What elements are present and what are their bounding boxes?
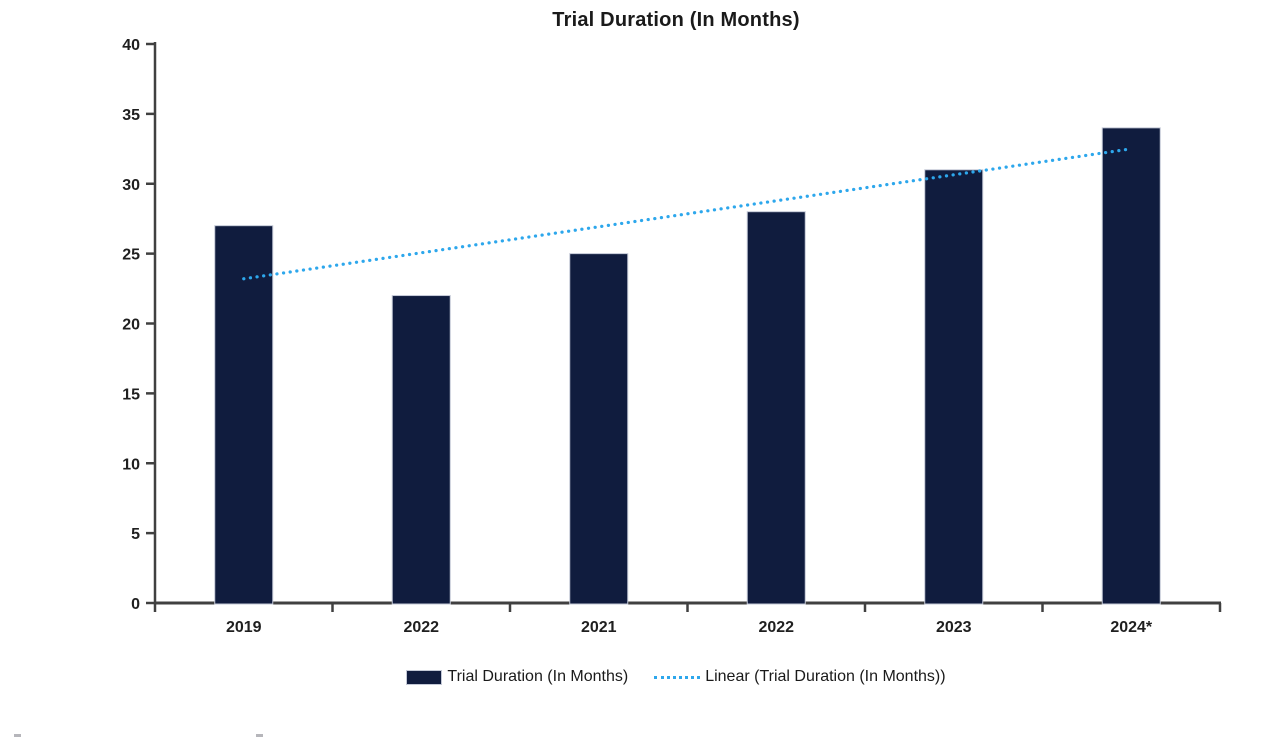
x-tick-label: 2024* <box>1110 619 1153 636</box>
bar <box>924 169 984 605</box>
x-tick-label: 2022 <box>403 619 439 636</box>
y-tick-label: 30 <box>122 177 140 194</box>
y-tick-label: 10 <box>122 456 140 473</box>
cropped-text-artifact <box>256 734 263 737</box>
x-tick-label: 2021 <box>581 619 617 636</box>
legend-label-bar-series: Trial Duration (In Months) <box>447 668 629 685</box>
bar <box>569 253 629 605</box>
cropped-text-artifact <box>14 734 21 737</box>
y-tick-label: 35 <box>122 107 140 124</box>
bar <box>746 211 806 605</box>
y-tick-label: 25 <box>122 247 140 264</box>
title-row: Trial Duration (In Months) <box>76 0 1276 32</box>
legend-item-bar-series: Trial Duration (In Months) <box>406 668 628 686</box>
y-tick-label: 5 <box>131 526 140 543</box>
x-tick-label: 2019 <box>226 619 262 636</box>
trendline <box>242 147 1133 281</box>
chart-legend: Trial Duration (In Months) Linear (Trial… <box>76 668 1276 686</box>
chart-title: Trial Duration (In Months) <box>552 9 800 31</box>
bar <box>391 295 451 605</box>
y-tick-label: 20 <box>122 317 140 334</box>
x-tick-label: 2023 <box>936 619 972 636</box>
y-tick-label: 40 <box>122 37 140 54</box>
legend-label-trendline: Linear (Trial Duration (In Months)) <box>705 668 946 685</box>
x-tick-label: 2022 <box>758 619 794 636</box>
bar-series-swatch-icon <box>406 669 443 685</box>
y-tick-label: 15 <box>122 386 140 403</box>
legend-item-trendline: Linear (Trial Duration (In Months)) <box>654 668 946 686</box>
y-tick-label: 0 <box>131 596 140 613</box>
bar <box>1101 127 1161 605</box>
trendline-swatch-icon <box>654 675 701 679</box>
bar <box>214 225 274 605</box>
